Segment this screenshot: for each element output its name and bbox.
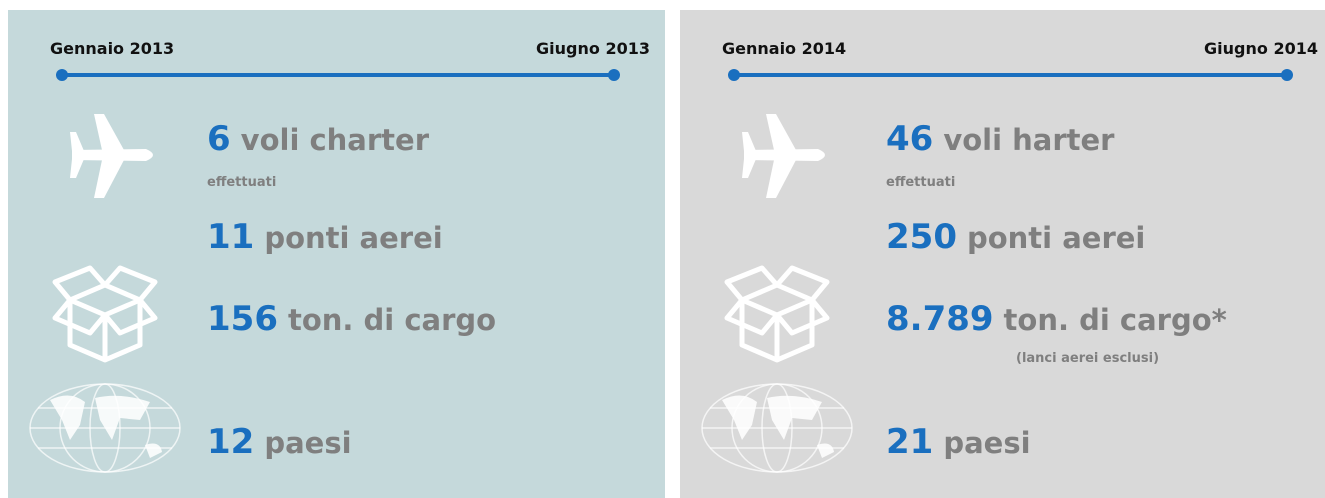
stat: 21 paesi (886, 422, 1031, 462)
stat-label: voli charter (241, 123, 430, 157)
timeline-dot (1281, 69, 1293, 81)
stat-number: 21 (886, 422, 933, 462)
stat-label: ton. di cargo (288, 303, 496, 337)
stat-label: ton. di cargo* (1004, 303, 1227, 337)
start-date: Gennaio 2013 (50, 39, 174, 58)
timeline-dot (608, 69, 620, 81)
stat: 250 ponti aerei (886, 217, 1145, 257)
stat-number: 6 (207, 119, 231, 159)
stat: 46 voli harter (886, 119, 1115, 159)
stat: 12 paesi (207, 422, 352, 462)
stat: 8.789 ton. di cargo* (886, 299, 1227, 339)
stat-label: voli harter (943, 123, 1115, 157)
stat-number: 11 (207, 217, 254, 257)
stat: 6 voli charter (207, 119, 430, 159)
start-date: Gennaio 2014 (722, 39, 846, 58)
stat-number: 46 (886, 119, 933, 159)
stat: 11 ponti aerei (207, 217, 443, 257)
end-date: Giugno 2013 (536, 39, 650, 58)
stat-number: 12 (207, 422, 254, 462)
stat-label: paesi (943, 426, 1030, 460)
stat-sub: effettuati (886, 175, 955, 190)
end-date: Giugno 2014 (1204, 39, 1318, 58)
stat-note: (lanci aerei esclusi) (1016, 351, 1159, 366)
stat-label: ponti aerei (967, 221, 1145, 255)
timeline-dot (56, 69, 68, 81)
stat-number: 8.789 (886, 299, 994, 339)
stat-label: ponti aerei (264, 221, 442, 255)
stat-label: paesi (264, 426, 351, 460)
stat-sub: effettuati (207, 175, 276, 190)
timeline-dot (728, 69, 740, 81)
stat: 156 ton. di cargo (207, 299, 496, 339)
stat-number: 156 (207, 299, 278, 339)
stat-number: 250 (886, 217, 957, 257)
